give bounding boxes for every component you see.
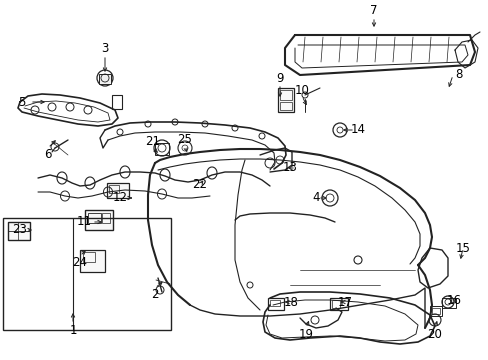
Bar — [329, 298, 347, 310]
Text: 23: 23 — [13, 224, 27, 237]
Text: 22: 22 — [192, 179, 207, 192]
Text: 15: 15 — [455, 242, 469, 255]
Bar — [88, 213, 101, 223]
Bar — [80, 250, 105, 272]
Bar — [267, 298, 284, 310]
Text: 17: 17 — [337, 296, 352, 309]
Text: 12: 12 — [112, 192, 127, 204]
Bar — [441, 298, 455, 308]
Text: 13: 13 — [282, 162, 297, 175]
Text: 7: 7 — [369, 4, 377, 17]
Bar — [102, 213, 110, 223]
Text: 20: 20 — [427, 328, 442, 341]
Text: 6: 6 — [44, 148, 52, 162]
Bar — [85, 210, 113, 230]
Text: 21: 21 — [145, 135, 160, 148]
Text: 24: 24 — [72, 256, 87, 269]
Bar — [280, 90, 291, 100]
Bar — [431, 308, 439, 314]
Text: 3: 3 — [101, 41, 108, 54]
Bar — [155, 143, 169, 155]
Text: 14: 14 — [350, 123, 365, 136]
Bar — [8, 222, 30, 240]
Bar — [109, 185, 119, 193]
Text: 1: 1 — [69, 324, 77, 337]
Text: 8: 8 — [454, 68, 462, 81]
Text: 11: 11 — [76, 216, 91, 229]
Bar — [3, 218, 171, 330]
Text: 4: 4 — [312, 192, 319, 204]
Bar — [83, 252, 95, 262]
Text: 25: 25 — [177, 134, 192, 147]
Text: 10: 10 — [294, 84, 309, 96]
Bar — [269, 300, 280, 306]
Bar — [8, 222, 18, 240]
Text: 19: 19 — [298, 328, 313, 341]
Bar — [278, 88, 293, 112]
Text: 5: 5 — [18, 95, 26, 108]
Text: 18: 18 — [283, 296, 298, 309]
Text: 2: 2 — [151, 288, 159, 301]
Bar — [99, 74, 111, 84]
Text: 16: 16 — [446, 293, 461, 306]
Bar — [429, 306, 441, 316]
Text: 9: 9 — [276, 72, 283, 85]
Bar — [107, 183, 129, 198]
Bar — [112, 95, 122, 109]
Bar — [280, 102, 291, 110]
Bar — [331, 300, 339, 308]
